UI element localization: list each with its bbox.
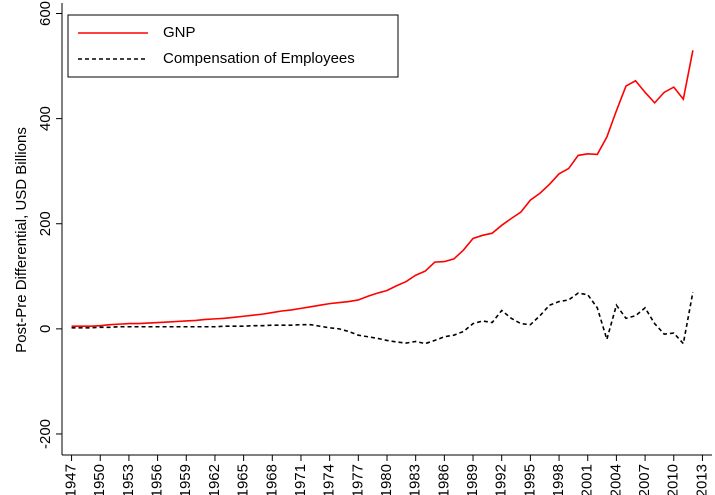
y-tick-label: 600 <box>37 1 54 26</box>
x-tick-label: 1989 <box>464 464 481 495</box>
x-tick-label: 1953 <box>120 464 137 495</box>
y-tick-label: -200 <box>37 419 54 449</box>
y-tick-label: 200 <box>37 211 54 236</box>
legend-box <box>67 14 399 78</box>
x-tick-label: 2013 <box>693 464 710 495</box>
x-tick-label: 1974 <box>321 464 338 495</box>
y-tick-label: 0 <box>37 325 54 333</box>
x-tick-label: 1986 <box>435 464 452 495</box>
x-tick-label: 1959 <box>177 464 194 495</box>
line-series <box>71 50 694 328</box>
x-tick-label: 1962 <box>206 464 223 495</box>
line-series <box>71 291 694 346</box>
legend-label: GNP <box>163 24 196 41</box>
x-tick-label: 1998 <box>550 464 567 495</box>
y-axis-title: Post-Pre Differential, USD Billions <box>13 127 30 353</box>
x-tick-label: 1983 <box>407 464 424 495</box>
x-tick-label: 2004 <box>607 464 624 495</box>
x-tick-label: 1971 <box>292 464 309 495</box>
x-tick-label: 2007 <box>636 464 653 495</box>
x-tick-label: 2010 <box>665 464 682 495</box>
x-tick-label: 2001 <box>579 464 596 495</box>
x-tick-label: 1968 <box>263 464 280 495</box>
x-tick-label: 1965 <box>235 464 252 495</box>
x-tick-label: 1992 <box>493 464 510 495</box>
x-tick-label: 1947 <box>63 464 80 495</box>
x-tick-label: 1995 <box>521 464 538 495</box>
y-tick-label: 400 <box>37 106 54 131</box>
x-tick-label: 1956 <box>149 464 166 495</box>
x-tick-label: 1980 <box>378 464 395 495</box>
legend-label: Compensation of Employees <box>163 50 355 67</box>
x-tick-label: 1977 <box>349 464 366 495</box>
x-tick-label: 1950 <box>91 464 108 495</box>
